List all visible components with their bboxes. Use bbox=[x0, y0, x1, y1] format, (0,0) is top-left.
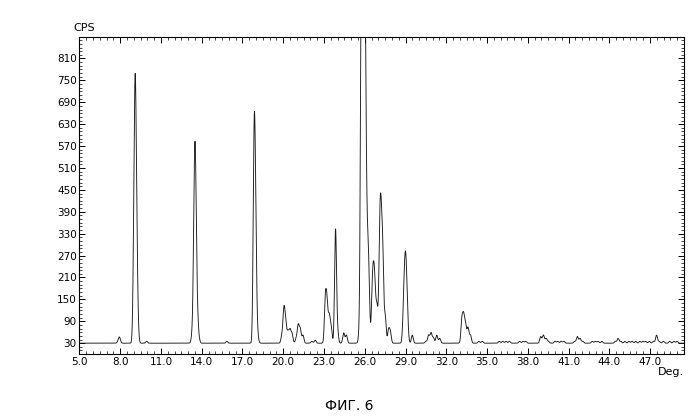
Text: CPS: CPS bbox=[73, 23, 95, 33]
Text: ФИГ. 6: ФИГ. 6 bbox=[325, 399, 374, 413]
Text: Deg.: Deg. bbox=[658, 367, 684, 377]
